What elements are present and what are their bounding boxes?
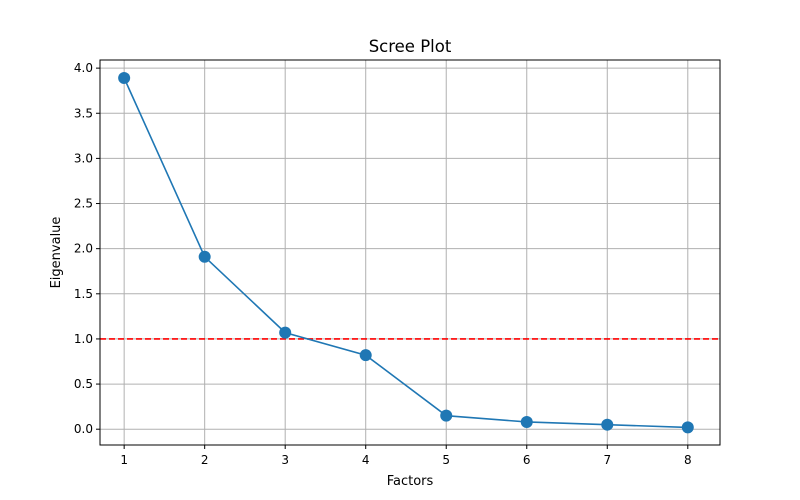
x-axis-ticks: 1 2 3 4 5 6 7 8 bbox=[120, 445, 692, 467]
y-tick-label: 4.0 bbox=[74, 61, 93, 75]
data-point bbox=[118, 72, 131, 85]
data-point bbox=[440, 409, 453, 422]
y-tick-label: 3.5 bbox=[74, 106, 93, 120]
y-tick-label: 1.5 bbox=[74, 287, 93, 301]
y-tick-label: 0.0 bbox=[74, 422, 93, 436]
data-point bbox=[198, 250, 211, 263]
y-axis-label: Eigenvalue bbox=[49, 217, 64, 289]
y-tick-label: 1.0 bbox=[74, 332, 93, 346]
y-tick-label: 2.5 bbox=[74, 197, 93, 211]
y-tick-label: 2.0 bbox=[74, 242, 93, 256]
x-tick-label: 1 bbox=[120, 453, 128, 467]
x-axis-label: Factors bbox=[387, 474, 434, 489]
plot-frame bbox=[99, 59, 721, 446]
series-line bbox=[123, 77, 688, 429]
x-tick-label: 5 bbox=[442, 453, 450, 467]
data-point bbox=[279, 326, 292, 339]
x-tick-label: 8 bbox=[684, 453, 692, 467]
data-point bbox=[681, 421, 694, 434]
data-point bbox=[359, 349, 372, 362]
y-tick-label: 3.0 bbox=[74, 151, 93, 165]
x-tick-label: 7 bbox=[603, 453, 611, 467]
y-axis-ticks: 0.0 0.5 1.0 1.5 2.0 2.5 3.0 3.5 4.0 bbox=[74, 61, 100, 436]
y-tick-label: 0.5 bbox=[74, 377, 93, 391]
data-point bbox=[520, 415, 533, 428]
x-tick-label: 3 bbox=[281, 453, 289, 467]
chart-title: Scree Plot bbox=[369, 37, 452, 56]
data-point bbox=[601, 418, 614, 431]
x-tick-label: 4 bbox=[362, 453, 370, 467]
x-tick-label: 2 bbox=[201, 453, 209, 467]
series-group bbox=[118, 72, 694, 434]
x-tick-label: 6 bbox=[523, 453, 531, 467]
